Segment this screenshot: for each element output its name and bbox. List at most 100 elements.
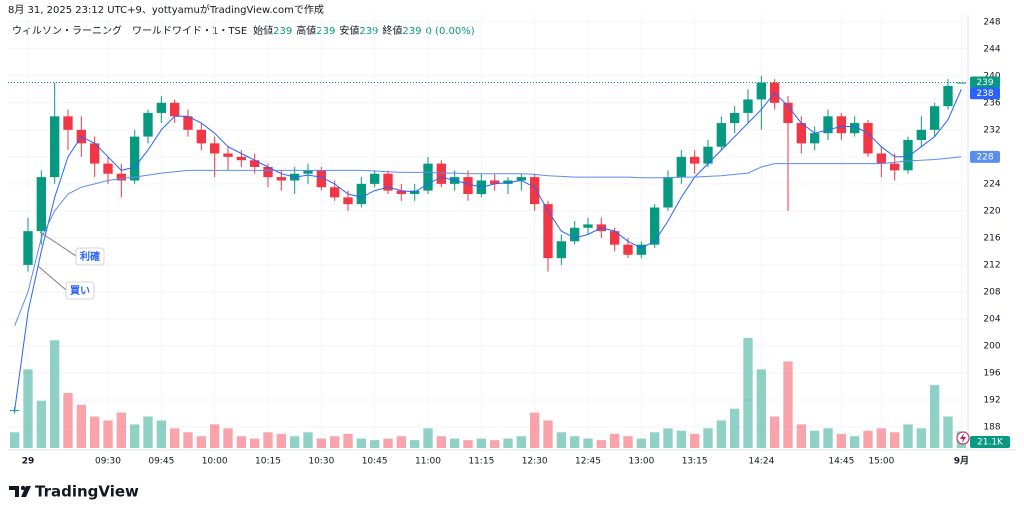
y-tick-label: 192 xyxy=(983,396,1000,406)
ohlc-label: 始値 xyxy=(253,24,273,37)
brand-logo: TradingView xyxy=(9,483,139,501)
x-tick-label: 10:15 xyxy=(255,457,281,467)
candle-body xyxy=(276,177,286,181)
volume-bar xyxy=(356,438,366,448)
x-tick-label: 11:00 xyxy=(415,457,441,467)
x-tick-label: 12:30 xyxy=(522,457,548,467)
y-tick-label: 236 xyxy=(983,98,1000,108)
candle-body xyxy=(356,183,366,205)
candle-body xyxy=(810,133,820,144)
y-tick-label: 216 xyxy=(983,233,1000,243)
candle-body xyxy=(130,136,140,181)
volume-bar xyxy=(143,416,153,448)
volume-bar xyxy=(116,412,126,448)
volume-bar xyxy=(823,428,833,448)
volume-tag xyxy=(970,436,1010,448)
volume-bar xyxy=(183,432,193,448)
candle-body xyxy=(250,160,260,167)
attribution: 8月 31, 2025 23:12 UTC+9、yottyamuがTrading… xyxy=(8,3,324,16)
volume-bar xyxy=(90,416,100,448)
candle-body xyxy=(650,207,660,245)
candle-body xyxy=(916,129,926,140)
logo-shape xyxy=(21,486,31,497)
candle-body xyxy=(10,410,20,412)
candle-body xyxy=(423,163,433,191)
candle-body xyxy=(530,177,540,205)
y-tick-label: 204 xyxy=(983,314,1000,324)
annotations: 利確 買い xyxy=(37,231,105,300)
volume-bar xyxy=(636,438,646,448)
volume-bar xyxy=(890,432,900,448)
candle-body xyxy=(63,116,73,130)
candle-body xyxy=(663,177,673,208)
candle-body xyxy=(396,190,406,194)
candle-body xyxy=(756,82,766,100)
candle-body xyxy=(263,166,273,178)
volume-bar xyxy=(156,420,166,448)
candle-body xyxy=(516,177,526,181)
candle-body xyxy=(316,170,326,188)
volume-bar xyxy=(76,404,86,448)
candle-body xyxy=(930,106,940,130)
ohlc-label: 終値 xyxy=(382,24,402,37)
y-tick-label: 220 xyxy=(983,206,1000,216)
x-tick-label: 09:45 xyxy=(148,457,174,467)
candle-body xyxy=(823,116,833,134)
candle-body xyxy=(863,123,873,154)
volume-tag-label: 21.1K xyxy=(977,438,1004,448)
volume-bar xyxy=(623,436,633,448)
volume-bar xyxy=(50,340,60,448)
candle-body xyxy=(370,173,380,184)
ohlc-value: 239 xyxy=(273,26,292,37)
candle-body xyxy=(956,82,966,84)
volume-bar xyxy=(343,433,353,448)
volume-bar xyxy=(703,428,713,448)
volume-bar xyxy=(490,440,500,448)
volume-bar xyxy=(583,438,593,448)
volume-bar xyxy=(396,436,406,448)
volume-bar xyxy=(410,440,420,448)
candle-body xyxy=(943,85,953,107)
volume-bar xyxy=(476,438,486,448)
volume-bar xyxy=(570,436,580,448)
ohlc-value: 239 xyxy=(316,26,335,37)
ohlc-label: 高値 xyxy=(296,24,316,37)
candle-body xyxy=(623,244,633,255)
volume-bar xyxy=(330,436,340,448)
candle-body xyxy=(783,102,793,124)
candle-body xyxy=(330,187,340,198)
volume-bar xyxy=(223,428,233,448)
legend-line: ウィルソン・ラーニング ワールドワイド・1・TSE 始値239 高値239 安値239… xyxy=(12,24,475,37)
volume-bar xyxy=(556,432,566,448)
volume-bar xyxy=(743,337,753,448)
volume-bar xyxy=(650,432,660,448)
volume-bar xyxy=(796,424,806,448)
volume-bar xyxy=(716,420,726,448)
candle-body xyxy=(90,143,100,164)
candle-body xyxy=(850,123,860,134)
symbol: ウィルソン・ラーニング ワールドワイド・1・TSE xyxy=(12,24,247,37)
volume-bar xyxy=(423,428,433,448)
annotation-text: 買い xyxy=(70,285,90,297)
volume-bar xyxy=(303,432,313,448)
price-tag-label: 238 xyxy=(976,89,993,99)
candle-body xyxy=(610,231,620,245)
annotation-box xyxy=(75,247,105,266)
volume-bar xyxy=(36,400,46,448)
candle-body xyxy=(183,116,193,130)
candle-body xyxy=(543,204,553,259)
brand: TradingView xyxy=(35,483,139,501)
moving-average-line xyxy=(14,89,962,411)
volume-bar xyxy=(610,433,620,448)
y-tick-label: 244 xyxy=(983,44,1000,54)
x-tick-label: 29 xyxy=(22,457,35,467)
x-tick-label: 13:00 xyxy=(628,457,654,467)
candle-body xyxy=(23,231,33,265)
candle-body xyxy=(210,143,220,154)
logo-shape xyxy=(9,486,19,497)
volume-bar xyxy=(876,428,886,448)
x-tick-label: 10:45 xyxy=(362,457,388,467)
candle-body xyxy=(636,244,646,255)
x-tick-label: 14:24 xyxy=(748,457,774,467)
